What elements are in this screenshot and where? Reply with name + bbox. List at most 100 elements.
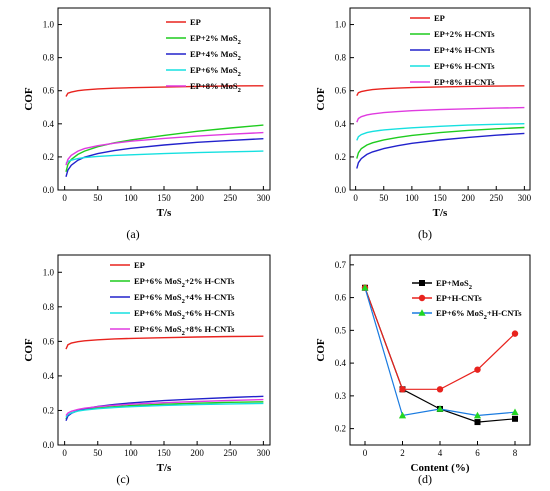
y-tick-label: 0.0 [335,185,347,195]
x-axis-label: T/s [157,462,172,474]
series-line-4 [65,402,264,418]
y-tick-label: 0.6 [43,86,55,96]
y-tick-label: 0.6 [335,293,347,303]
legend-suffix: +4% H-CNTs [185,292,235,302]
legend-entry: EP [434,13,445,23]
legend-marker [419,280,425,286]
legend-subscript: 2 [238,55,241,62]
x-tick-label: 150 [157,448,171,458]
x-tick-label: 250 [224,193,238,203]
legend-suffix: +6% H-CNTs [185,308,235,318]
series-line-4 [356,123,525,141]
legend-entry: EP+6% MoS2+2% H-CNTs [134,276,235,289]
data-point [399,386,406,393]
data-point [511,408,519,416]
x-tick-label: 300 [518,193,532,203]
legend-entry: EP+6% MoS2+H-CNTs [436,308,522,321]
chart-panel-4: 0.2 0.3 0.4 0.5 0.6 0.7 0 2 4 6 8 Content (%) COF EP+… [315,254,531,474]
legend-name: EP+8% H-CNTs [434,77,495,87]
y-tick-label: 0.0 [43,185,55,195]
x-tick-label: 0 [363,448,368,458]
y-tick-label: 0.4 [43,371,55,381]
data-point [511,330,519,337]
legend-entry: EP [134,260,145,270]
y-tick-label: 0.8 [43,53,55,63]
x-tick-label: 250 [490,193,504,203]
y-tick-label: 0.8 [43,302,55,312]
series-line-5 [65,398,264,417]
series-line-1 [356,85,525,97]
y-tick-label: 0.4 [43,119,55,129]
legend-entry: EP+4% MoS2 [190,49,241,62]
x-tick-label: 4 [438,448,443,458]
series-line-1 [65,85,264,97]
legend-entry: EP+6% H-CNTs [434,61,495,71]
series-line-2 [356,126,525,159]
x-tick-label: 200 [461,193,475,203]
x-tick-label: 2 [400,448,405,458]
series-line-1 [65,335,264,350]
legend-name: EP+6% H-CNTs [434,61,495,71]
legend-marker [418,309,426,316]
legend-subscript: 2 [182,330,185,337]
y-tick-label: 1.0 [43,267,55,277]
panel-label: (a) [126,227,139,241]
chart-panel-3: 0.0 0.2 0.4 0.6 0.8 1.0 0 50 100 150 200 250 300 T/s C… [23,254,271,474]
legend-subscript: 2 [238,39,241,46]
legend-name: EP+H-CNTs [436,293,482,303]
y-tick-label: 0.2 [335,152,346,162]
x-tick-label: 0 [62,193,67,203]
legend-name: EP [434,13,445,23]
panel-label: (c) [116,472,129,486]
series-line-5 [356,106,525,123]
legend-entry: EP+6% MoS2 [190,65,241,78]
legend-name: EP+4% MoS [190,49,238,59]
x-tick-label: 8 [513,448,518,458]
x-tick-label: 100 [405,193,419,203]
legend-entry: EP+6% MoS2+6% H-CNTs [134,308,235,321]
legend-suffix: +H-CNTs [487,308,522,318]
legend-name: EP+6% MoS [134,292,182,302]
y-tick-label: 0.6 [335,86,347,96]
y-tick-label: 0.2 [43,152,54,162]
y-axis-label: COF [315,338,327,362]
legend-subscript: 2 [469,284,472,291]
series-line-3 [364,287,516,417]
legend-entry: EP+2% MoS2 [190,33,241,46]
x-tick-label: 50 [379,193,389,203]
x-axis-label: Content (%) [411,462,470,474]
legend-entry: EP+4% H-CNTs [434,45,495,55]
legend-subscript: 2 [238,71,241,78]
legend-entry: EP+H-CNTs [436,293,482,303]
legend-name: EP+4% H-CNTs [434,45,495,55]
y-tick-label: 0.3 [335,391,347,401]
x-tick-label: 6 [475,448,480,458]
legend-name: EP+MoS [436,278,469,288]
x-tick-label: 150 [433,193,447,203]
legend-name: EP+6% MoS [134,308,182,318]
x-tick-label: 300 [257,448,271,458]
data-point [474,419,481,426]
chart-panel-2: 0.0 0.2 0.4 0.6 0.8 1.0 0 50 100 150 200 250 300 T/s C… [315,7,532,219]
legend-subscript: 2 [182,314,185,321]
y-tick-label: 0.0 [43,440,55,450]
data-point [436,386,444,393]
legend-name: EP+6% MoS [190,65,238,75]
x-axis-label: T/s [433,207,448,219]
legend-entry: EP+MoS2 [436,278,472,291]
x-tick-label: 0 [353,193,358,203]
legend-suffix: +8% H-CNTs [185,324,235,334]
x-tick-label: 100 [124,448,138,458]
chart-panel-1: 0.0 0.2 0.4 0.6 0.8 1.0 0 50 100 150 200 250 300 T/s C… [23,7,271,219]
legend-name: EP+2% MoS [190,33,238,43]
series-line-3 [356,132,525,169]
series-line-3 [65,138,264,177]
x-tick-label: 50 [93,448,103,458]
data-point [361,283,369,291]
legend-entry: EP+8% MoS2 [190,81,241,94]
x-tick-label: 300 [257,193,271,203]
y-tick-label: 0.2 [335,424,346,434]
legend-entry: EP [190,17,201,27]
legend-name: EP [134,260,145,270]
